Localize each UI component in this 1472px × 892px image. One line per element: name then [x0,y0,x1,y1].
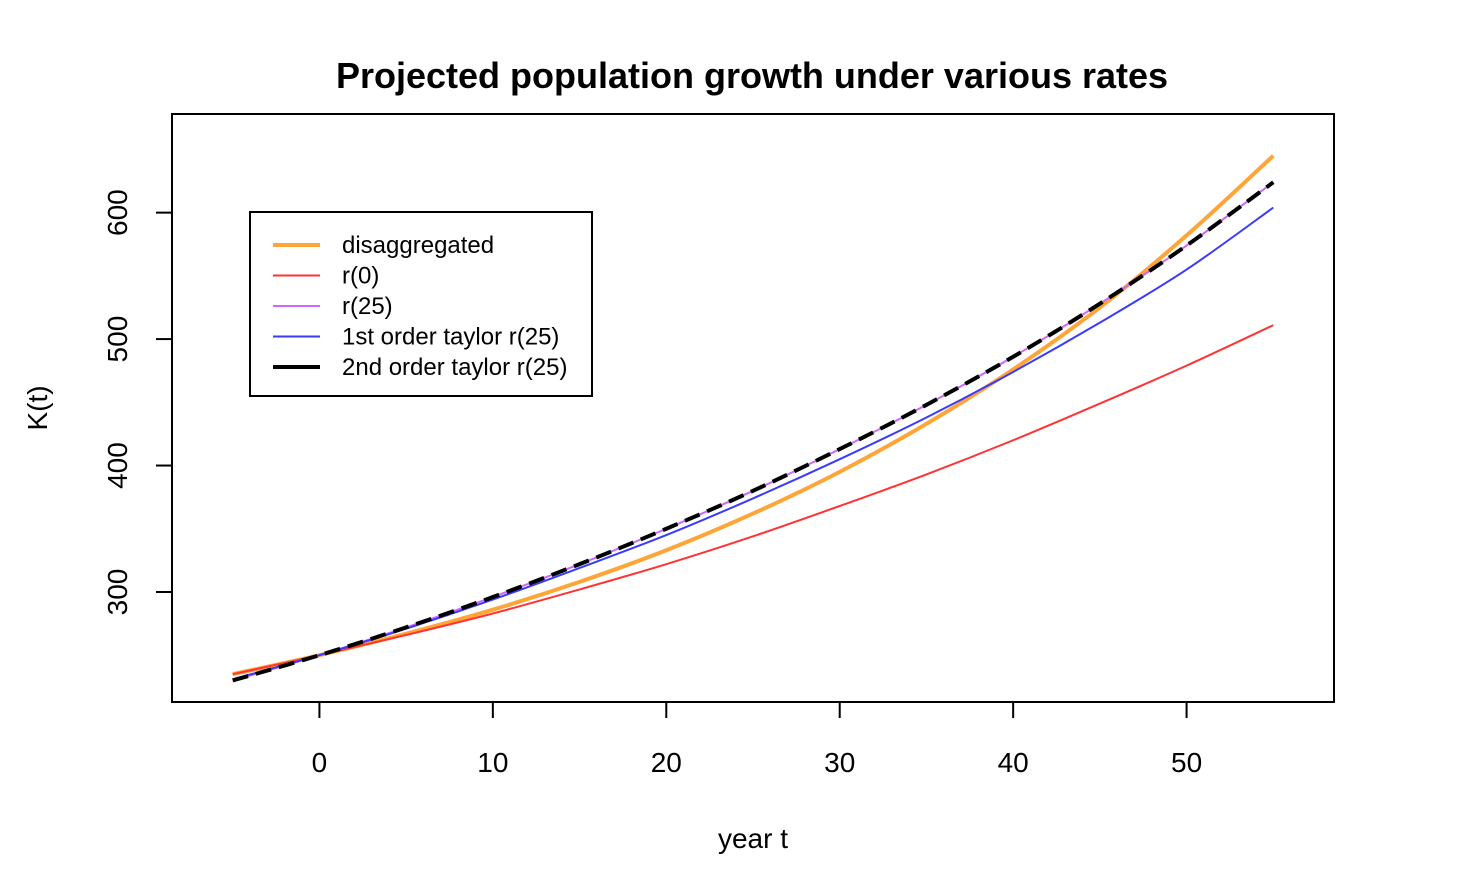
legend-label: r(25) [342,293,393,320]
y-axis: 300 400 500 600 [102,189,173,616]
legend-label: 1st order taylor r(25) [342,324,559,351]
series-line-2nd-order-taylor-r-25 [232,180,1275,683]
legend: disaggregated r(0) r(25) 1st order taylor r… [249,211,593,397]
y-tick-label: 400 [102,442,133,489]
y-tick-label: 300 [102,569,133,616]
series-line-disaggregated [232,154,1275,677]
series-line-r-0 [232,324,1274,676]
x-axis: 0 10 20 30 40 50 [312,701,1202,778]
legend-label: r(0) [342,263,379,290]
y-tick-label: 500 [102,316,133,363]
x-tick-label: 50 [1171,747,1202,778]
plot-area-box [171,113,1335,703]
series-layer [232,154,1275,683]
x-tick-label: 10 [477,747,508,778]
y-tick-label: 600 [102,189,133,236]
x-tick-label: 0 [312,747,328,778]
y-axis-label: K(t) [22,385,53,430]
legend-label: 2nd order taylor r(25) [342,354,567,381]
x-tick-label: 40 [998,747,1029,778]
x-tick-label: 30 [824,747,855,778]
x-axis-label: year t [718,823,788,854]
x-tick-label: 20 [651,747,682,778]
legend-label: disaggregated [342,232,494,259]
chart-title: Projected population growth under variou… [336,55,1168,96]
